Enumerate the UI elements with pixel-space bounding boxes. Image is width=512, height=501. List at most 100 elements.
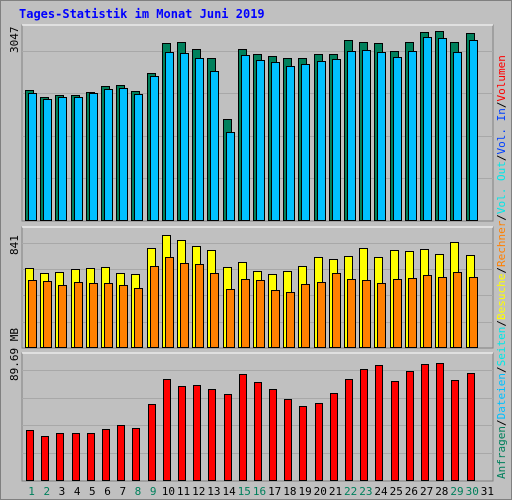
rechner-bar bbox=[438, 277, 447, 348]
day-tick-label: 23 bbox=[359, 485, 372, 498]
volumen-bar bbox=[148, 404, 156, 481]
day-tick-label: 1 bbox=[28, 485, 35, 498]
volumen-bar bbox=[421, 364, 429, 481]
rechner-bar bbox=[256, 280, 265, 348]
day-tick-label: 11 bbox=[177, 485, 190, 498]
day-tick-label: 8 bbox=[135, 485, 142, 498]
legend-entry: Volumen bbox=[495, 55, 508, 101]
rechner-bar bbox=[104, 283, 113, 348]
rechner-bar bbox=[180, 263, 189, 348]
volumen-bar bbox=[284, 399, 292, 481]
rechner-bar bbox=[195, 264, 204, 348]
rechner-bar bbox=[43, 281, 52, 348]
day-tick-label: 14 bbox=[222, 485, 236, 498]
rechner-bar bbox=[119, 285, 128, 348]
volumen-bar bbox=[269, 389, 277, 481]
volumen-bar bbox=[299, 406, 307, 481]
rechner-bar bbox=[408, 278, 417, 348]
dateien-bar bbox=[165, 52, 174, 221]
dateien-bar bbox=[286, 66, 295, 221]
dateien-bar bbox=[150, 76, 159, 221]
rechner-bar bbox=[362, 280, 371, 348]
dateien-bar bbox=[226, 132, 235, 221]
volumen-bar bbox=[132, 428, 140, 481]
rechner-bar bbox=[89, 283, 98, 348]
rechner-bar bbox=[286, 292, 295, 348]
volumen-bar bbox=[87, 433, 95, 481]
legend-entry: / bbox=[495, 101, 508, 108]
volumen-bar bbox=[102, 429, 110, 481]
volumen-bar bbox=[56, 433, 64, 481]
volumen-bar bbox=[467, 373, 475, 481]
rechner-bar bbox=[226, 289, 235, 348]
dateien-bar bbox=[347, 51, 356, 221]
day-tick-label: 10 bbox=[162, 485, 175, 498]
legend-entry: Rechner bbox=[495, 220, 508, 267]
day-tick-label: 19 bbox=[298, 485, 311, 498]
volumen-bar bbox=[239, 374, 247, 481]
dateien-bar bbox=[332, 59, 341, 221]
day-tick-label: 21 bbox=[329, 485, 342, 498]
dateien-bar bbox=[256, 60, 265, 221]
rechner-bar bbox=[58, 285, 67, 348]
y-max-label: 89.69 MB bbox=[8, 328, 21, 381]
day-tick-label: 3 bbox=[59, 485, 66, 498]
day-tick-label: 5 bbox=[89, 485, 96, 498]
volumen-bar bbox=[345, 379, 353, 481]
dateien-bar bbox=[180, 53, 189, 221]
legend-entry: Vol. Out bbox=[495, 161, 508, 214]
day-tick-label: 6 bbox=[104, 485, 111, 498]
day-tick-label: 26 bbox=[405, 485, 418, 498]
chart-title: Tages-Statistik im Monat Juni 2019 bbox=[19, 7, 265, 21]
legend-entry: / bbox=[495, 154, 508, 161]
dateien-bar bbox=[28, 93, 37, 221]
day-tick-label: 15 bbox=[238, 485, 251, 498]
day-tick-label: 2 bbox=[43, 485, 50, 498]
dateien-bar bbox=[74, 97, 83, 221]
day-tick-label: 4 bbox=[74, 485, 81, 498]
legend-entry: Dateien bbox=[495, 373, 508, 419]
dateien-bar bbox=[58, 97, 67, 221]
dateien-bar bbox=[408, 51, 417, 221]
dateien-bar bbox=[241, 55, 250, 221]
volumen-bar bbox=[436, 363, 444, 481]
volumen-bar bbox=[360, 369, 368, 481]
rechner-bar bbox=[423, 275, 432, 348]
rechner-bar bbox=[28, 280, 37, 348]
rechner-bar bbox=[74, 282, 83, 348]
volumen-bar bbox=[451, 380, 459, 481]
dateien-bar bbox=[134, 94, 143, 221]
day-tick-label: 12 bbox=[192, 485, 205, 498]
legend-entry: Besuche bbox=[495, 274, 508, 320]
volumen-bar bbox=[193, 385, 201, 481]
rechner-bar bbox=[453, 272, 462, 348]
rechner-bar bbox=[301, 284, 310, 348]
legend-entry: / bbox=[495, 214, 508, 221]
legend-entry: Anfragen bbox=[495, 426, 508, 479]
volumen-bar bbox=[330, 393, 338, 481]
legend-entry: / bbox=[495, 267, 508, 274]
legend-entry: Seiten bbox=[495, 327, 508, 367]
dateien-bar bbox=[438, 38, 447, 221]
day-tick-label: 30 bbox=[466, 485, 479, 498]
rechner-bar bbox=[393, 279, 402, 348]
rechner-bar bbox=[165, 257, 174, 348]
dateien-bar bbox=[453, 52, 462, 221]
day-tick-label: 31 bbox=[481, 485, 494, 498]
y-max-label: 841 bbox=[8, 235, 21, 255]
right-legend: Anfragen/Dateien/Seiten/Besuche/Rechner/… bbox=[495, 55, 508, 479]
legend-entry: / bbox=[495, 419, 508, 426]
day-tick-label: 18 bbox=[283, 485, 296, 498]
dateien-bar bbox=[119, 88, 128, 221]
rechner-bar bbox=[134, 288, 143, 348]
volumen-bar bbox=[72, 433, 80, 481]
day-tick-label: 17 bbox=[268, 485, 281, 498]
volumen-bar bbox=[391, 381, 399, 481]
volumen-bar bbox=[178, 386, 186, 481]
volumen-bar bbox=[163, 379, 171, 481]
volumen-bar bbox=[208, 389, 216, 481]
day-tick-label: 9 bbox=[150, 485, 157, 498]
y-max-label: 3047 bbox=[8, 27, 21, 54]
dateien-bar bbox=[195, 58, 204, 221]
